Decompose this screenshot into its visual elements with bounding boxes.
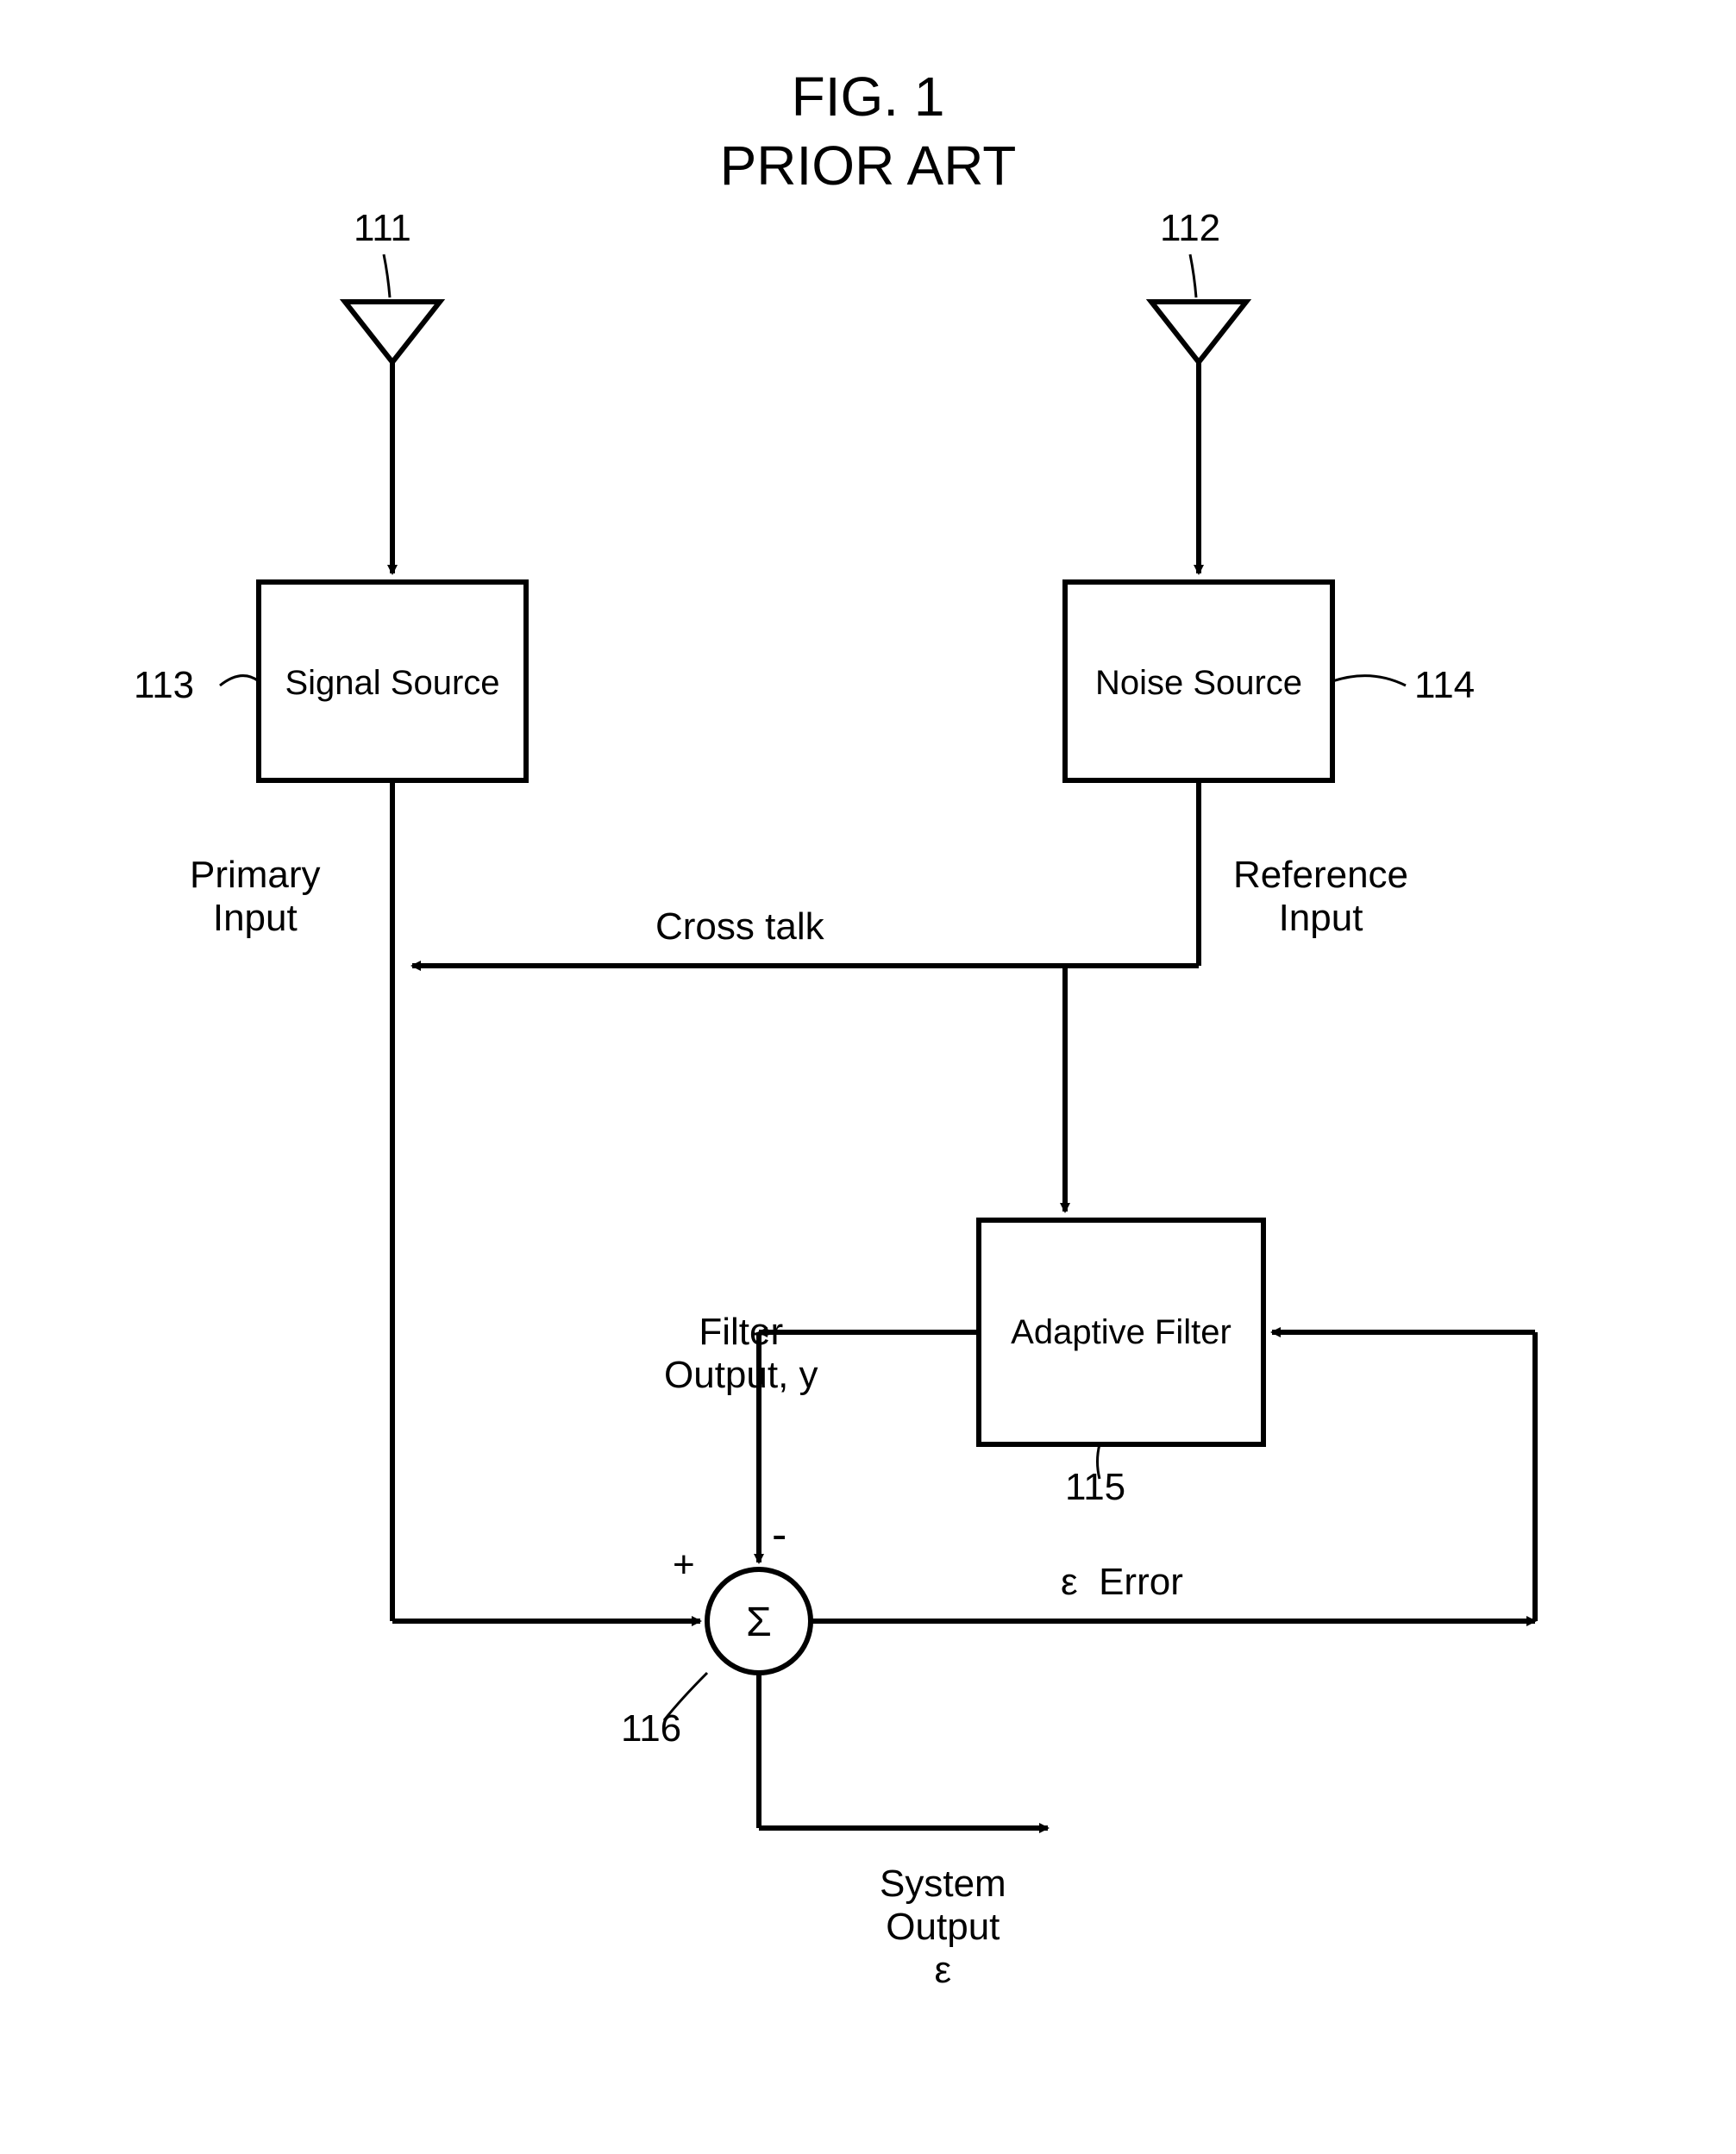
cross-talk-label: Cross talk <box>655 905 824 949</box>
ref-111: 111 <box>354 207 411 250</box>
summation-label: Σ <box>746 1600 772 1645</box>
minus-label: - <box>772 1509 787 1561</box>
antenna-1-icon <box>345 302 440 362</box>
adaptive-filter-label: Adaptive Filter <box>1011 1313 1231 1351</box>
leader-114 <box>1332 676 1406 686</box>
plus-label: + <box>673 1543 695 1587</box>
epsilon-error-label: ε Error <box>1061 1561 1183 1604</box>
filter-output-label: Filter Output, y <box>664 1311 818 1397</box>
signal-source-label: Signal Source <box>285 664 499 702</box>
diagram-page: FIG. 1 PRIOR ART <box>0 0 1736 2154</box>
system-output-label: System Output ε <box>880 1863 1006 1992</box>
reference-input-label: Reference Input <box>1233 854 1408 940</box>
leader-113 <box>220 676 259 686</box>
ref-114: 114 <box>1414 664 1475 707</box>
noise-source-label: Noise Source <box>1095 664 1302 702</box>
leader-111 <box>384 254 390 297</box>
antenna-2-icon <box>1151 302 1246 362</box>
ref-113: 113 <box>134 664 194 707</box>
diagram-svg: Signal Source Noise Source Adaptive Filt… <box>0 0 1736 2154</box>
ref-116: 116 <box>621 1707 681 1750</box>
ref-112: 112 <box>1160 207 1220 250</box>
leader-112 <box>1190 254 1196 297</box>
primary-input-label: Primary Input <box>190 854 321 940</box>
ref-115: 115 <box>1065 1466 1125 1509</box>
